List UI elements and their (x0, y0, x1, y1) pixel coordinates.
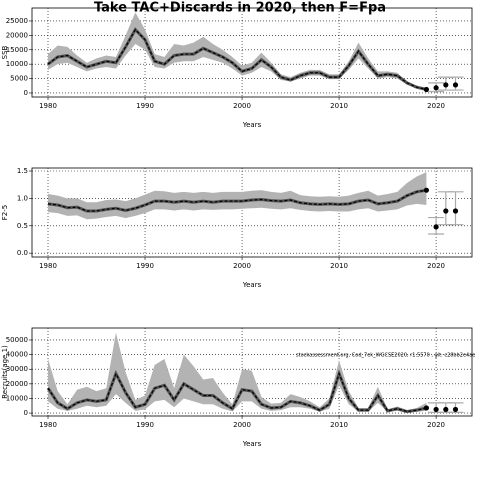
x-axis-label: Years (242, 440, 262, 448)
projection-point (423, 86, 429, 93)
y-tick-label: 20000 (6, 31, 28, 39)
x-tick-label: 1980 (39, 262, 57, 270)
plot-frame (31, 7, 473, 98)
x-tick-label: 1990 (136, 262, 154, 270)
y-tick-label: 0.0 (17, 249, 28, 257)
y-tick-label: 1.0 (17, 194, 28, 202)
y-tick-label: 10000 (6, 60, 28, 68)
x-axis-label: Years (242, 281, 262, 289)
x-tick-label: 2020 (427, 262, 445, 270)
y-tick-label: 10000 (6, 394, 28, 402)
confidence-band (48, 172, 427, 220)
x-tick-label: 1980 (39, 102, 57, 110)
y-tick-label: 5000 (10, 75, 28, 83)
x-tick-label: 2020 (427, 421, 445, 429)
chart-title: Take TAC+Discards in 2020, then F=Fpa (94, 1, 386, 16)
y-tick-label: 50000 (6, 336, 28, 344)
x-tick-label: 2000 (233, 102, 251, 110)
y-tick-label: 0 (24, 89, 28, 97)
projection-point (433, 85, 439, 91)
projection-point (433, 406, 439, 413)
y-tick-label: 0 (24, 409, 28, 417)
x-tick-label: 1990 (136, 421, 154, 429)
plot-frame (31, 327, 473, 417)
projection-point (452, 208, 459, 214)
x-tick-label: 2000 (233, 262, 251, 270)
projection-point (423, 405, 429, 411)
x-axis-label: Years (242, 121, 262, 129)
y-tick-label: 20000 (6, 380, 28, 388)
median-dash (47, 28, 427, 91)
y-tick-label: 25000 (6, 17, 28, 25)
y-axis-label: F2-5 (1, 205, 9, 220)
y-tick-label: 40000 (6, 351, 28, 359)
plot-frame (31, 167, 473, 258)
projection-point (443, 82, 449, 88)
y-tick-label: 0.5 (17, 222, 28, 230)
y-tick-label: 1.5 (17, 167, 28, 175)
x-tick-label: 1980 (39, 421, 57, 429)
annotation: stockassessment.org, Cod_7ek_WGCSE2020, … (296, 353, 475, 359)
y-axis-label: SSB (1, 45, 9, 59)
projection-point (452, 406, 459, 413)
projection-point (423, 187, 429, 193)
projection-point (443, 208, 449, 214)
x-tick-label: 2010 (330, 421, 348, 429)
x-tick-label: 1990 (136, 102, 154, 110)
median-dash (47, 189, 427, 212)
projection-point (452, 82, 459, 88)
projection-point (443, 406, 449, 413)
y-tick-label: 15000 (6, 46, 28, 54)
median-dash (47, 371, 427, 413)
y-tick-label: 30000 (6, 365, 28, 373)
x-tick-label: 2000 (233, 421, 251, 429)
x-tick-label: 2020 (427, 102, 445, 110)
confidence-band (48, 12, 427, 91)
x-tick-label: 2010 (330, 262, 348, 270)
projection-point (433, 224, 439, 230)
x-tick-label: 2010 (330, 102, 348, 110)
y-axis-label: Recruits(age 1) (1, 345, 9, 399)
